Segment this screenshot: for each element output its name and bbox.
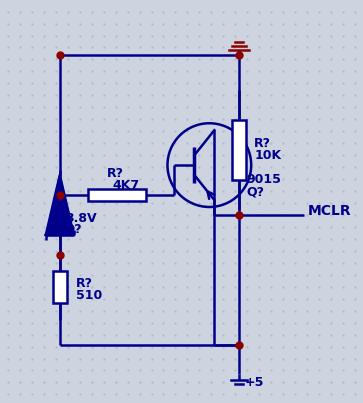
Text: 3.8V: 3.8V xyxy=(65,212,97,225)
Text: 10K: 10K xyxy=(254,149,281,162)
Text: R?: R? xyxy=(254,137,271,150)
Text: R?: R? xyxy=(76,277,93,290)
Text: Q?: Q? xyxy=(246,185,264,198)
Text: D?: D? xyxy=(65,223,82,236)
Bar xyxy=(89,189,146,201)
Text: R?: R? xyxy=(107,167,124,180)
Text: +5: +5 xyxy=(244,376,264,389)
Bar xyxy=(53,271,67,303)
Text: 9015: 9015 xyxy=(246,173,281,186)
Bar xyxy=(232,120,246,180)
Text: 4K7: 4K7 xyxy=(112,179,139,192)
Polygon shape xyxy=(46,175,74,235)
Text: MCLR: MCLR xyxy=(308,204,352,218)
Text: 510: 510 xyxy=(76,289,102,302)
